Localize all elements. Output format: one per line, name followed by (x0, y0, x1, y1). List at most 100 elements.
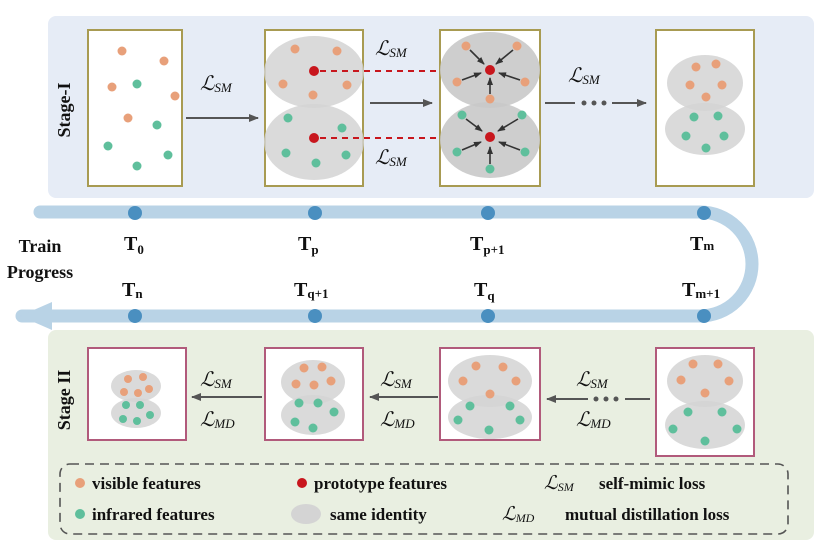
visible-dot (452, 77, 462, 87)
visible-dot (120, 388, 128, 396)
infrared-dot (329, 407, 339, 417)
visible-dot (309, 380, 319, 390)
arrow-tp1-tm (545, 99, 647, 107)
label-tp: Tp (298, 233, 319, 257)
infrared-dot (122, 401, 130, 409)
infrared-dot (337, 123, 347, 133)
infrared-dot (132, 161, 142, 171)
visible-dot (717, 80, 727, 90)
prototype-dot (309, 66, 319, 76)
prototype-dot (485, 132, 495, 142)
arrow-tm1-tq (546, 395, 650, 403)
infrared-dot (713, 111, 723, 121)
infrared-dot (732, 424, 742, 434)
legend-sm-label: self-mimic loss (599, 474, 706, 493)
node-tn (128, 309, 142, 323)
visible-dot (139, 373, 147, 381)
visible-dot (326, 376, 336, 386)
progress-label: Progress (7, 262, 73, 282)
infrared-dot (281, 148, 291, 158)
infrared-dot (341, 150, 351, 160)
infrared-dot (700, 436, 710, 446)
infrared-dot (484, 425, 494, 435)
loss-sm-5: ℒSM (200, 369, 233, 391)
visible-dot (134, 389, 142, 397)
infrared-dot (457, 110, 467, 120)
stage1-box-tm (655, 29, 755, 187)
legend-identity-label: same identity (330, 505, 427, 524)
infrared-dot (517, 110, 527, 120)
loss-md-3: ℒMD (576, 409, 611, 431)
loss-sm-3: ℒSM (375, 147, 408, 169)
legend-visible-label: visible features (92, 474, 201, 493)
label-tm: Tm (690, 233, 714, 255)
identity-ellipse (448, 355, 532, 407)
visible-dot (685, 80, 695, 90)
infrared-dot (683, 407, 693, 417)
infrared-dot (308, 423, 318, 433)
visible-dot (308, 90, 318, 100)
infrared-dot (290, 417, 300, 427)
train-label: Train (19, 236, 62, 256)
infrared-dot (520, 147, 530, 157)
infrared-dot (146, 411, 154, 419)
infrared-dot (452, 147, 462, 157)
infrared-dot (689, 112, 699, 122)
legend-visible-swatch (75, 478, 85, 488)
infrared-dot (119, 415, 127, 423)
infrared-dot (163, 150, 173, 160)
visible-dot (688, 359, 698, 369)
visible-dot (107, 82, 117, 92)
infrared-dot (717, 407, 727, 417)
infrared-dot (311, 158, 321, 168)
legend-prototype-swatch (297, 478, 307, 488)
visible-dot (299, 363, 309, 373)
node-tq (481, 309, 495, 323)
label-tn: Tn (122, 279, 143, 301)
loss-md-2: ℒMD (380, 409, 415, 431)
stage2-box-tn (87, 347, 187, 441)
visible-dot (461, 41, 471, 51)
label-tq: Tq (474, 279, 495, 303)
visible-dot (511, 376, 521, 386)
visible-dot (317, 362, 327, 372)
visible-dot (512, 41, 522, 51)
identity-ellipse (111, 370, 161, 402)
visible-dot (145, 385, 153, 393)
visible-dot (724, 376, 734, 386)
legend: visible features infrared features proto… (59, 463, 789, 535)
loss-sm-2: ℒSM (375, 38, 408, 60)
stage2-label: Stage II (54, 370, 74, 431)
visible-dot (520, 77, 530, 87)
label-t0: T0 (124, 233, 144, 257)
node-tp (308, 206, 322, 220)
label-tq1: Tq+1 (294, 279, 328, 301)
visible-dot (290, 44, 300, 54)
visible-dot (485, 94, 495, 104)
loss-sm-4: ℒSM (568, 65, 601, 87)
visible-dot (485, 389, 495, 399)
visible-dot (711, 59, 721, 69)
infrared-dot (515, 415, 525, 425)
infrared-dot (681, 131, 691, 141)
legend-md-symbol: ℒMD (502, 504, 535, 525)
visible-dot (124, 375, 132, 383)
stage1-box-tp (264, 29, 364, 187)
node-tq1 (308, 309, 322, 323)
legend-infrared-label: infrared features (92, 505, 215, 524)
infrared-dot (136, 401, 144, 409)
legend-identity-swatch (291, 504, 321, 524)
infrared-dot (465, 401, 475, 411)
visible-dot (278, 79, 288, 89)
label-tm1: Tm+1 (682, 279, 720, 301)
visible-dot (159, 56, 169, 66)
visible-dot (291, 379, 301, 389)
stage2-box-tq (439, 347, 541, 441)
stage2-box-tq1 (264, 347, 364, 441)
legend-infrared-swatch (75, 509, 85, 519)
infrared-dot (132, 79, 142, 89)
visible-dot (713, 359, 723, 369)
infrared-dot (453, 415, 463, 425)
visible-dot (471, 361, 481, 371)
loss-sm-1: ℒSM (200, 73, 233, 95)
